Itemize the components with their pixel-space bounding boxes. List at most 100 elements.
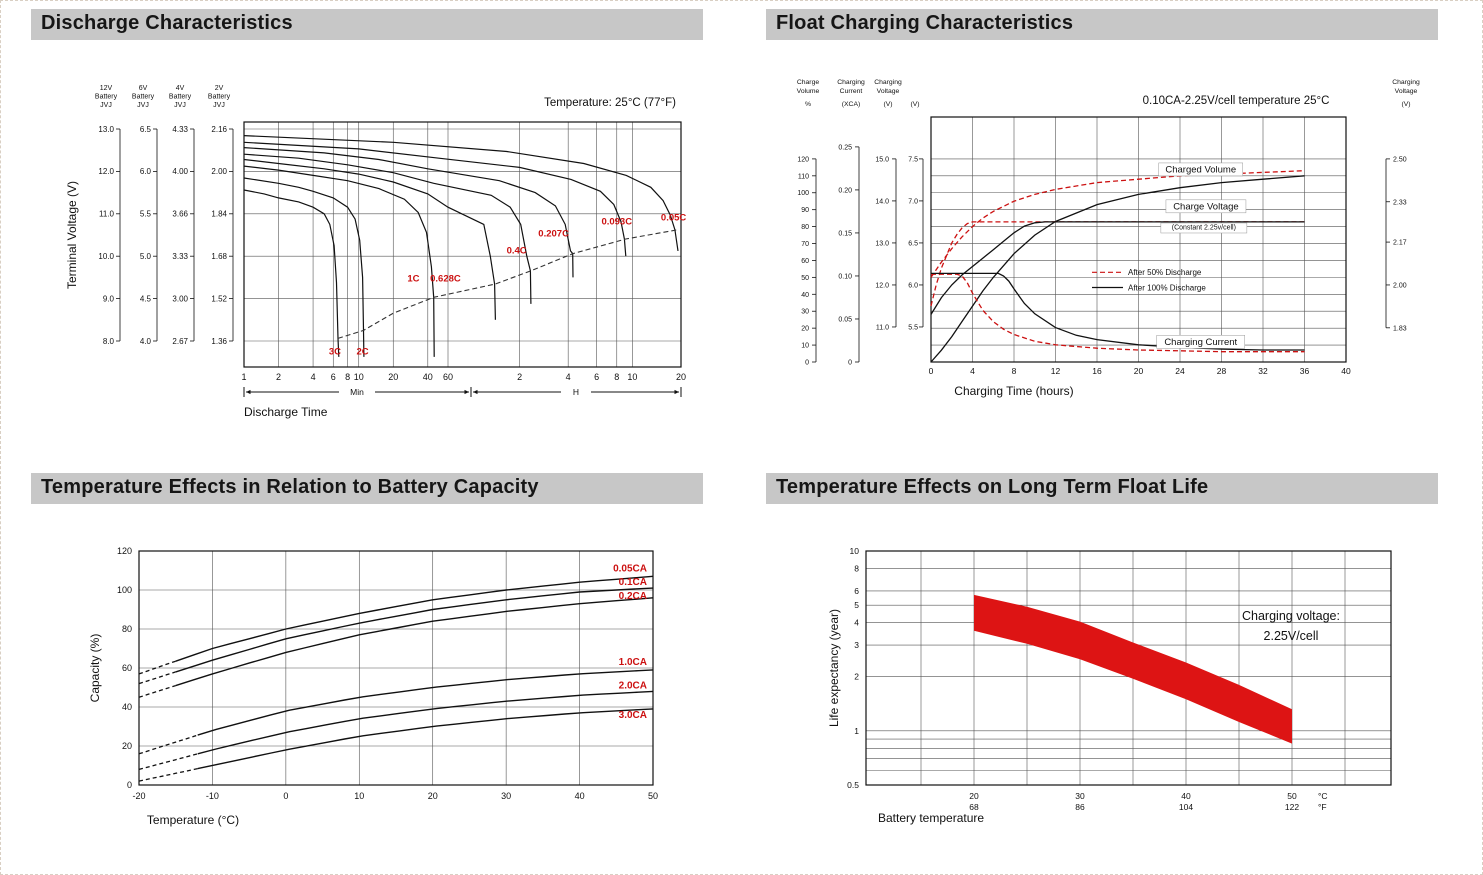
voltage-scale-title: Battery [208,94,231,101]
x-tick-label: 24 [1175,366,1185,376]
voltage-tick-label: 9.0 [103,294,115,303]
axis-tick-label: 13.0 [875,240,889,247]
voltage-tick-label: 1.68 [211,252,227,261]
capacity-curve-dashed-3.0CA [138,767,198,782]
section-header-discharge: Discharge Characteristics [31,9,703,40]
axis-title: Charging [837,79,865,86]
voltage-scale-title: JVJ [137,102,149,109]
axis-tick-label: 0.10 [838,273,852,280]
rate-label-0.093C: 0.093C [601,216,632,227]
discharge-curve-0.093C [243,141,627,257]
x-tick-label: 8 [1012,366,1017,376]
curve-charge-voltage-after-50 [930,221,1305,307]
charging-voltage-annotation: Charging voltage: [1242,609,1340,623]
axis-tick-label: 11.0 [876,324,889,331]
curve-charged-volume-after-50 [930,170,1305,278]
chart-annotation: 0.10CA-2.25V/cell temperature 25°C [1143,95,1330,107]
y-axis-label: Capacity (%) [88,634,102,703]
voltage-scale-title: Battery [169,94,192,101]
axis-tick-label: 30 [801,309,809,316]
rate-label-0.4C: 0.4C [507,246,527,257]
axis-title: Voltage [877,88,900,95]
section-title: Temperature Effects in Relation to Batte… [41,476,539,498]
series-label-0.2CA: 0.2CA [619,591,647,602]
temperature-capacity-chart: -20 -10 0 10 20 30 40 50 0 20 40 60 80 100 120 Temperat… [88,546,658,827]
plot-border [865,550,1392,786]
voltage-tick-label: 4.00 [172,167,188,176]
voltage-tick-label: 6.5 [140,125,152,134]
arrowhead-icon [674,389,679,395]
x-tick-label: 10 [354,791,364,801]
x-axis-label: Temperature (°C) [147,813,239,827]
x-tick-label-f: 122 [1285,802,1299,812]
section-label-h: H [573,387,579,397]
x-tick-label-c: 40 [1181,791,1191,801]
discharge-curve-0.207C [243,147,574,278]
voltage-scale-title: Battery [95,94,118,101]
axis-unit: (V) [910,101,919,108]
x-tick-label: 8 [614,372,619,382]
axis-tick-label: 80 [801,224,809,231]
curve-label-box [1158,162,1243,177]
discharge-curve-2C [243,177,365,357]
voltage-tick-label: 2.67 [172,337,188,346]
capacity-curve-dashed-1.0CA [138,734,198,755]
voltage-tick-label: 6.0 [140,167,152,176]
axis-tick-label: 2.33 [1393,199,1407,206]
panel-discharge-characteristics: Discharge Characteristics 1 2 4 6 8 10 20 40 60 2… [31,9,703,435]
series-label-0.1CA: 0.1CA [619,577,647,588]
axis-tick-label: 20 [801,326,809,333]
y-tick-label: 0 [127,780,132,790]
panel-temperature-capacity: Temperature Effects in Relation to Batte… [31,473,703,875]
curve-label: (Constant 2.25v/cell) [1172,224,1236,231]
legend-label: After 50% Discharge [1128,268,1202,277]
y-tick-label: 80 [122,624,132,634]
arrowhead-icon [473,389,478,395]
x-tick-label-f: 104 [1179,802,1193,812]
x-tick-label-f: 86 [1075,802,1085,812]
x-tick-label: 4 [970,366,975,376]
curve-label-box [1165,199,1247,214]
axis-tick-label: 10 [801,343,809,350]
x-unit-fahrenheit: °F [1318,802,1327,812]
x-tick-label: 20 [1134,366,1144,376]
voltage-tick-label: 4.33 [172,125,188,134]
axis-tick-label: 6.0 [908,282,918,289]
axis-title: Volume [797,88,820,95]
x-tick-label: 8 [345,372,350,382]
discharge-curve-0.05C [243,135,679,251]
x-tick-label: 1 [241,372,246,382]
capacity-curve-dashed-0.1CA [138,671,176,685]
axis-tick-label: 0.15 [838,230,852,237]
capacity-curve-0.05CA [175,575,654,662]
curve-label: Charging Current [1164,337,1237,348]
legend-label: After 100% Discharge [1128,283,1206,292]
axis-title: Charging [874,79,902,86]
voltage-scale-title: JVJ [213,102,225,109]
y-axis-label: Terminal Voltage (V) [65,181,79,289]
x-tick-label: 32 [1258,366,1268,376]
axis-unit: % [805,101,811,108]
float-life-chart: 1086543210.5206830864010450122°C°FChargi… [827,546,1392,825]
voltage-tick-label: 3.33 [172,252,188,261]
x-tick-label: 20 [428,791,438,801]
curve-label-box [1160,222,1248,234]
discharge-curve-3C [243,189,340,357]
y-tick-label: 1 [854,726,859,736]
axis-tick-label: 14.0 [875,198,889,205]
plot-border [138,550,654,786]
y-tick-label: 4 [854,618,859,628]
voltage-tick-label: 8.0 [103,337,115,346]
x-tick-label: 36 [1300,366,1310,376]
x-tick-label: 6 [331,372,336,382]
axis-tick-label: 120 [797,156,809,163]
float-charging-chart: 0 4 8 12 16 20 24 28 32 36 40 Charging Time (hours)… [797,79,1420,398]
voltage-tick-label: 3.00 [172,294,188,303]
axis-tick-label: 7.5 [908,156,918,163]
voltage-tick-label: 1.84 [211,210,227,219]
voltage-tick-label: 12.0 [98,167,114,176]
series-label-0.05CA: 0.05CA [613,564,647,575]
curve-charging-current-after-50 [931,273,1305,353]
x-tick-label: 4 [311,372,316,382]
capacity-curve-1.0CA [197,669,654,736]
